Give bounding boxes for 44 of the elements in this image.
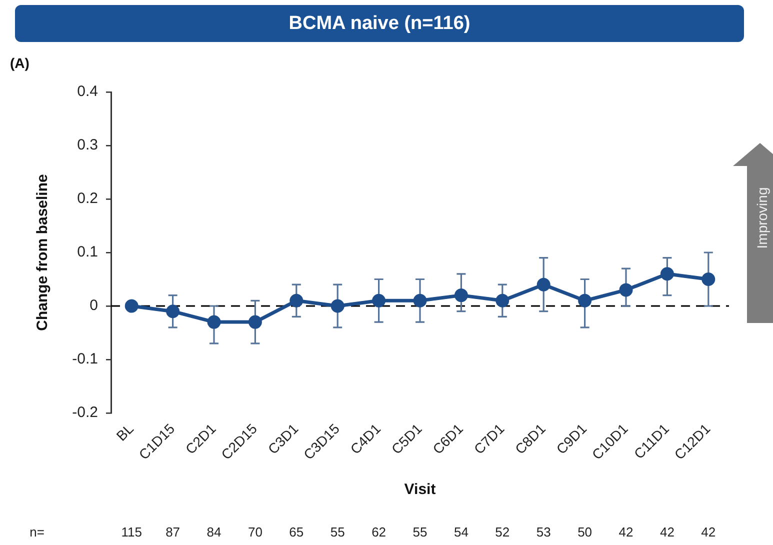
- y-tick-label: 0.4: [77, 83, 98, 100]
- y-tick-label: -0.1: [72, 350, 98, 368]
- y-tick-label: 0.3: [77, 136, 98, 154]
- point: [166, 304, 180, 318]
- text: 62: [372, 524, 386, 540]
- text: 55: [330, 524, 345, 540]
- text: 53: [536, 524, 551, 540]
- point: [578, 294, 592, 308]
- point: [454, 288, 468, 302]
- text: 42: [618, 524, 634, 540]
- text: 65: [289, 524, 304, 540]
- y-tick-label: 0.2: [77, 190, 98, 208]
- text: Improving: [753, 186, 771, 251]
- point: [496, 294, 510, 308]
- y-tick-label: -0.2: [72, 404, 98, 422]
- y-tick-label: 0: [90, 297, 98, 314]
- text: 54: [454, 524, 468, 540]
- text: 84: [206, 524, 222, 540]
- point: [330, 299, 344, 313]
- text: 52: [495, 524, 510, 540]
- point: [702, 272, 716, 286]
- text: 70: [248, 524, 262, 540]
- point: [536, 278, 550, 292]
- text: 42: [701, 524, 716, 540]
- x-tick-label: BL: [113, 420, 137, 444]
- text: 42: [660, 524, 674, 540]
- text: 87: [166, 524, 180, 540]
- point: [660, 267, 674, 281]
- point: [290, 294, 304, 308]
- text: n=: [30, 524, 44, 540]
- y-tick-label: 0.1: [77, 244, 98, 261]
- x-axis-title: Visit: [404, 481, 436, 498]
- text: 55: [412, 524, 428, 540]
- point: [413, 294, 427, 308]
- text: 50: [578, 524, 592, 540]
- chart-subtitle: (A): [10, 55, 30, 71]
- y-axis-title: Change from baseline: [34, 174, 52, 331]
- point: [372, 294, 386, 308]
- point: [619, 283, 633, 297]
- point: [124, 299, 138, 313]
- text: 115: [121, 524, 142, 540]
- point: [248, 315, 262, 329]
- chart-title: BCMA naive (n=116): [288, 13, 470, 34]
- point: [207, 315, 221, 329]
